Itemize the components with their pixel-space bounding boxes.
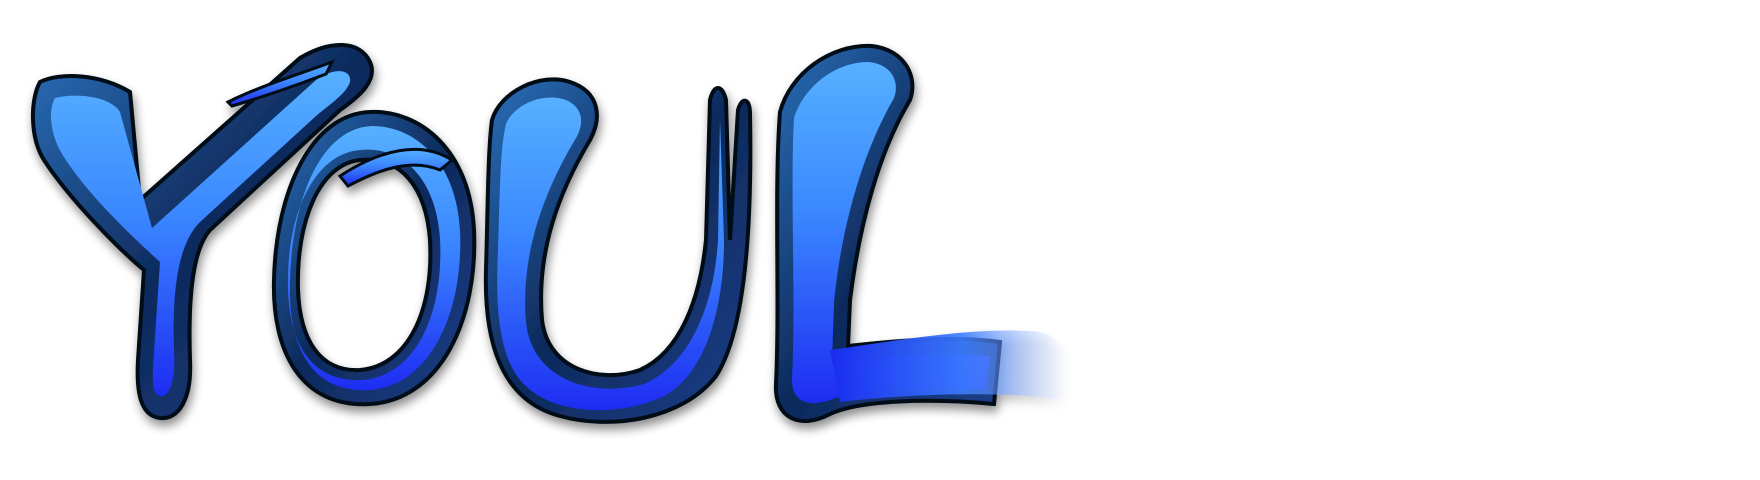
letter-l-glyph xyxy=(773,43,1069,423)
letter-y-glyph xyxy=(31,43,374,421)
letter-u-glyph xyxy=(483,77,753,424)
letter-o-glyph xyxy=(271,109,477,407)
